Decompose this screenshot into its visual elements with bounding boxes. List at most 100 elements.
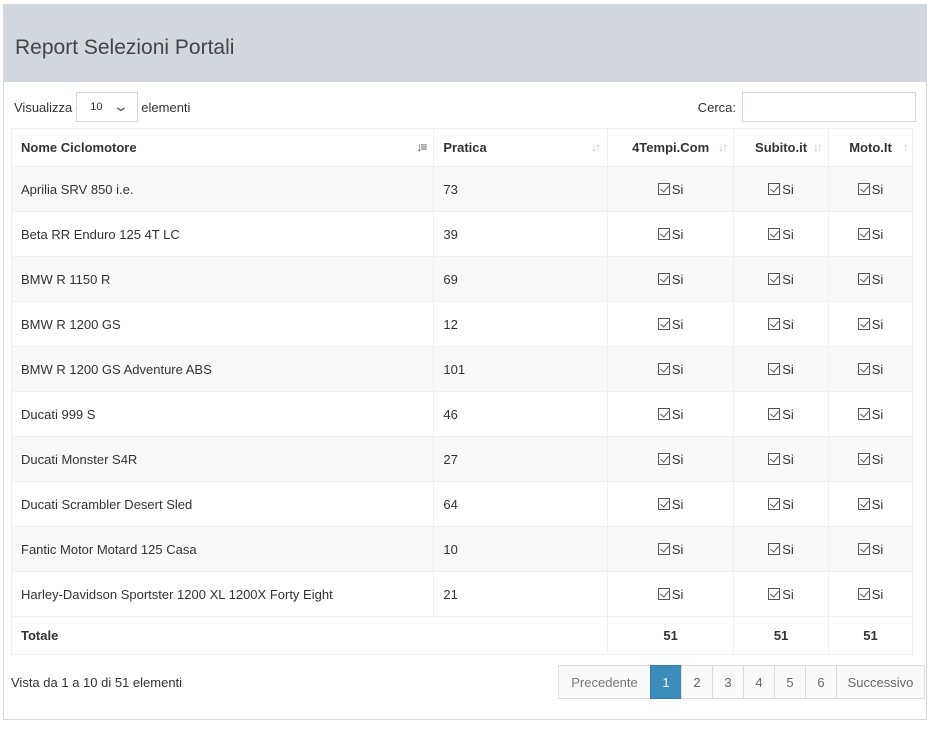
selection-label: Si xyxy=(671,586,684,602)
selection-label: Si xyxy=(871,226,884,242)
page-button-4[interactable]: 4 xyxy=(743,665,775,699)
chevron-down-icon: ⌄ xyxy=(112,98,129,114)
table-header-row: Nome Ciclomotore ↓≡ Pratica ↓↑ 4Tempi.Co… xyxy=(10,128,913,167)
next-page-button[interactable]: Successivo xyxy=(836,665,925,699)
column-header-motoit[interactable]: Moto.It ↑ xyxy=(828,128,913,167)
selection-label: Si xyxy=(871,496,884,512)
selection-label: Si xyxy=(782,586,794,602)
sort-icon: ↓↑ xyxy=(813,140,823,154)
sort-icon: ↓↑ xyxy=(591,140,601,154)
cell-pratica: 27 xyxy=(433,436,609,482)
column-header-4tempi[interactable]: 4Tempi.Com ↓↑ xyxy=(607,128,735,167)
cell-subito: Si xyxy=(733,301,830,347)
table-row: Ducati 999 S 46 Si Si Si xyxy=(10,391,913,437)
prev-page-button[interactable]: Precedente xyxy=(558,665,651,699)
checkbox-checked-icon xyxy=(768,362,781,375)
cell-subito: Si xyxy=(733,166,830,212)
cell-4tempi: Si xyxy=(607,436,735,482)
cell-motoit: Si xyxy=(828,256,913,302)
cell-4tempi: Si xyxy=(607,346,735,392)
table-row: Beta RR Enduro 125 4T LC 39 Si Si Si xyxy=(10,211,913,257)
table-controls: Visualizza 10 ⌄ elementi Cerca: xyxy=(4,82,926,132)
table-body: Aprilia SRV 850 i.e. 73 Si Si Si Beta RR Endu… xyxy=(10,166,913,617)
cell-nome: BMW R 1200 GS Adventure ABS xyxy=(10,346,435,392)
selection-label: Si xyxy=(671,181,684,197)
cell-nome: BMW R 1200 GS xyxy=(10,301,435,347)
selection-label: Si xyxy=(871,271,884,287)
checkbox-checked-icon xyxy=(768,587,781,600)
table-footer-row: Totale 51 51 51 xyxy=(10,616,913,655)
cell-nome: Ducati Scrambler Desert Sled xyxy=(10,481,435,527)
cell-motoit: Si xyxy=(828,211,913,257)
selection-label: Si xyxy=(782,226,794,242)
page-button-6[interactable]: 6 xyxy=(805,665,837,699)
table-info: Vista da 1 a 10 di 51 elementi xyxy=(11,675,183,690)
selection-label: Si xyxy=(671,496,684,512)
selection-label: Si xyxy=(671,541,684,557)
selection-label: Si xyxy=(871,181,884,197)
cell-motoit: Si xyxy=(828,166,913,212)
cell-4tempi: Si xyxy=(607,571,735,617)
cell-nome: Ducati Monster S4R xyxy=(10,436,435,482)
column-header-pratica[interactable]: Pratica ↓↑ xyxy=(433,128,609,167)
cell-nome: BMW R 1150 R xyxy=(10,256,435,302)
checkbox-checked-icon xyxy=(657,587,670,600)
checkbox-checked-icon xyxy=(857,272,870,285)
page-button-5[interactable]: 5 xyxy=(774,665,806,699)
cell-pratica: 39 xyxy=(433,211,609,257)
page-length-select[interactable]: 10 ⌄ xyxy=(76,92,139,122)
page-button-1[interactable]: 1 xyxy=(650,665,682,699)
table-row: Harley-Davidson Sportster 1200 XL 1200X … xyxy=(10,571,913,617)
total-subito: 51 xyxy=(733,616,830,655)
checkbox-checked-icon xyxy=(657,497,670,510)
report-table: Nome Ciclomotore ↓≡ Pratica ↓↑ 4Tempi.Co… xyxy=(10,128,913,655)
selection-label: Si xyxy=(871,586,884,602)
cell-4tempi: Si xyxy=(607,301,735,347)
selection-label: Si xyxy=(782,406,794,422)
cell-subito: Si xyxy=(733,526,830,572)
cell-pratica: 64 xyxy=(433,481,609,527)
checkbox-checked-icon xyxy=(857,587,870,600)
checkbox-checked-icon xyxy=(657,452,670,465)
checkbox-checked-icon xyxy=(768,542,781,555)
checkbox-checked-icon xyxy=(857,317,870,330)
checkbox-checked-icon xyxy=(768,317,781,330)
pagination: Precedente 1 2 3 4 5 6 Successivo xyxy=(558,665,925,699)
cell-pratica: 46 xyxy=(433,391,609,437)
checkbox-checked-icon xyxy=(768,497,781,510)
column-header-nome[interactable]: Nome Ciclomotore ↓≡ xyxy=(10,128,435,167)
cell-pratica: 101 xyxy=(433,346,609,392)
cell-4tempi: Si xyxy=(607,481,735,527)
cell-subito: Si xyxy=(733,436,830,482)
checkbox-checked-icon xyxy=(768,452,781,465)
selection-label: Si xyxy=(782,181,794,197)
total-label: Totale xyxy=(10,616,609,655)
selection-label: Si xyxy=(782,316,794,332)
page-button-2[interactable]: 2 xyxy=(681,665,713,699)
checkbox-checked-icon xyxy=(768,272,781,285)
column-header-subito[interactable]: Subito.it ↓↑ xyxy=(733,128,830,167)
cell-subito: Si xyxy=(733,571,830,617)
search-input[interactable] xyxy=(742,92,916,122)
length-suffix-label: elementi xyxy=(141,99,191,115)
selection-label: Si xyxy=(782,361,794,377)
selection-label: Si xyxy=(671,406,684,422)
selection-label: Si xyxy=(871,406,884,422)
checkbox-checked-icon xyxy=(857,542,870,555)
cell-motoit: Si xyxy=(828,481,913,527)
checkbox-checked-icon xyxy=(857,452,870,465)
cell-4tempi: Si xyxy=(607,526,735,572)
checkbox-checked-icon xyxy=(657,407,670,420)
page-length-value: 10 xyxy=(90,101,103,113)
checkbox-checked-icon xyxy=(657,362,670,375)
length-prefix-label: Visualizza xyxy=(14,99,73,115)
checkbox-checked-icon xyxy=(768,227,781,240)
table-row: BMW R 1200 GS 12 Si Si Si xyxy=(10,301,913,347)
cell-motoit: Si xyxy=(828,436,913,482)
checkbox-checked-icon xyxy=(857,182,870,195)
table-row: Ducati Monster S4R 27 Si Si Si xyxy=(10,436,913,482)
search-label: Cerca: xyxy=(697,99,736,115)
selection-label: Si xyxy=(782,451,794,467)
sort-asc-icon: ↓≡ xyxy=(416,140,427,154)
page-button-3[interactable]: 3 xyxy=(712,665,744,699)
